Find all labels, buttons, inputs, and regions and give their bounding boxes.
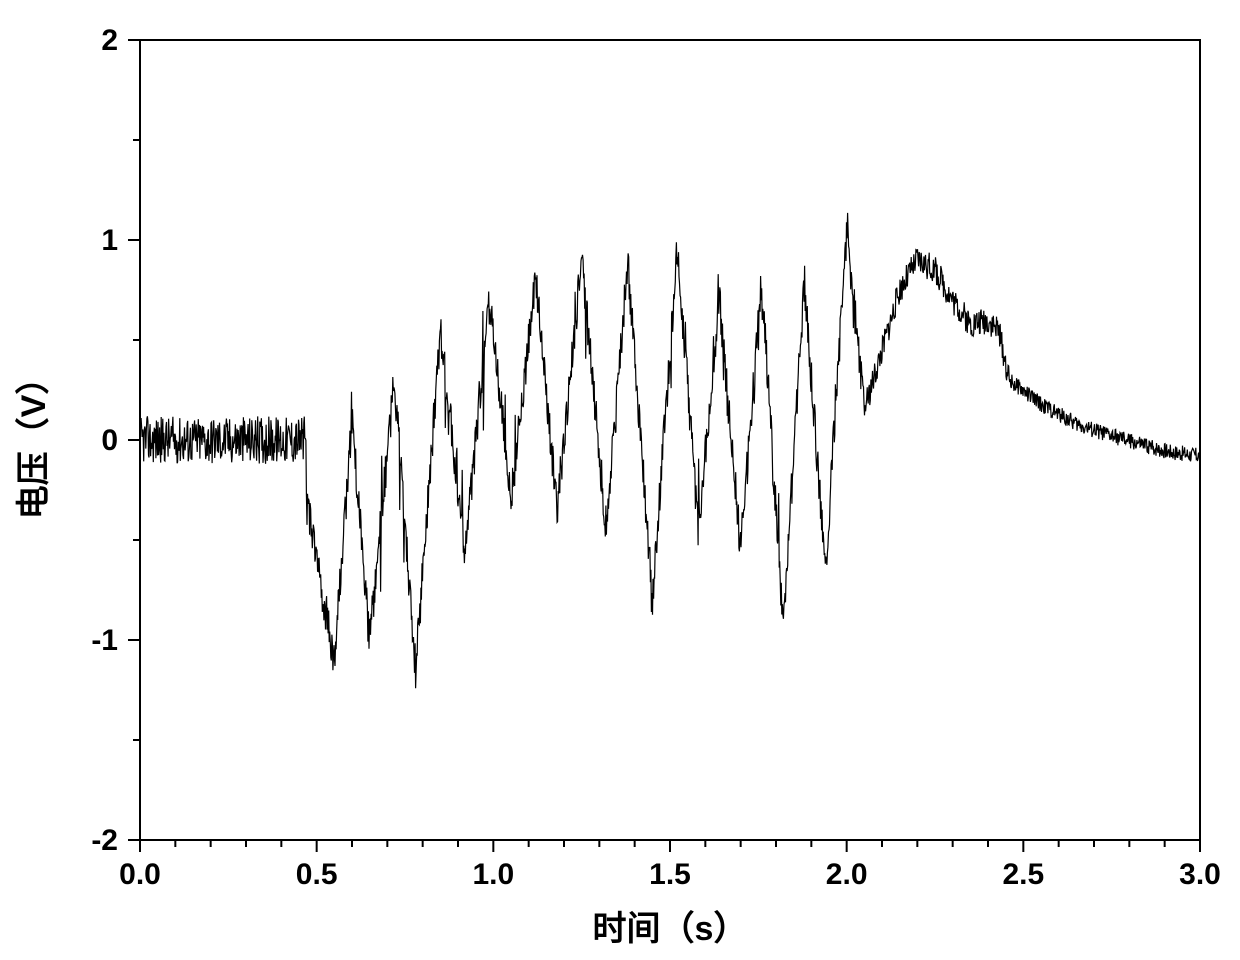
y-tick-label: -1	[91, 624, 118, 657]
y-tick-label: 1	[101, 224, 118, 257]
voltage-time-chart: 0.0 0.5 1.0 1.5 2.0 2.5 3.0 -2 -1 0 1 2 时间（s） 电压（V）	[0, 0, 1240, 960]
y-tick-label: 2	[101, 24, 118, 57]
voltage-signal-line	[140, 213, 1200, 688]
x-tick-label: 2.5	[1002, 858, 1044, 891]
x-tick-label: 0.0	[119, 858, 161, 891]
x-axis-label: 时间（s）	[593, 909, 748, 948]
x-tick-label: 0.5	[296, 858, 338, 891]
x-tick-label: 1.0	[472, 858, 514, 891]
x-tick-label: 2.0	[826, 858, 868, 891]
x-tick-label: 3.0	[1179, 858, 1221, 891]
x-tick-label: 1.5	[649, 858, 691, 891]
y-axis-label: 电压（V）	[14, 361, 53, 520]
chart-svg: 0.0 0.5 1.0 1.5 2.0 2.5 3.0 -2 -1 0 1 2 时间（s） 电压（V）	[0, 0, 1240, 960]
y-tick-label: 0	[101, 424, 118, 457]
y-tick-label: -2	[91, 824, 118, 857]
